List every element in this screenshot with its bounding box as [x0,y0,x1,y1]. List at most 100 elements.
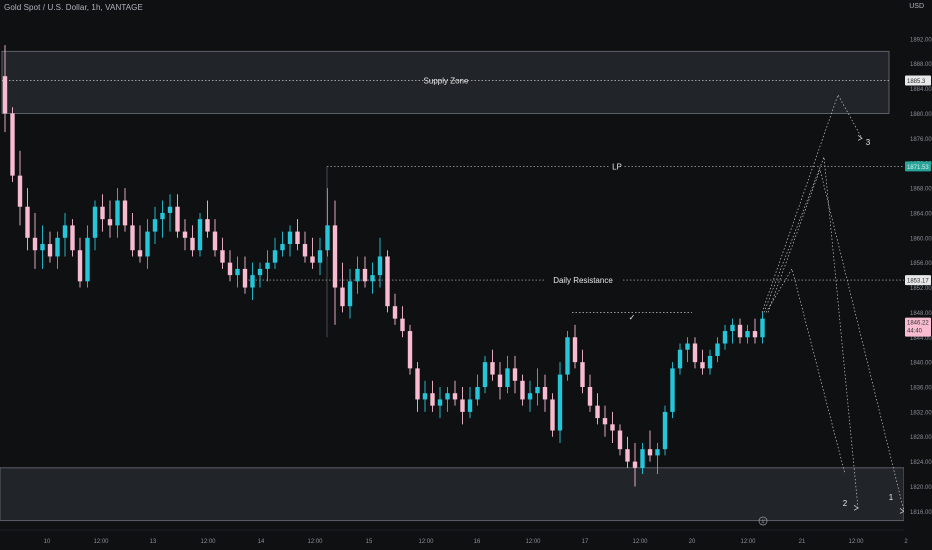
currency-label: USD [909,3,924,10]
candle-bear [175,206,180,232]
level-label: Daily Resistance [553,276,613,285]
level-label-bg [544,275,622,286]
candle-bull [250,275,255,288]
price-tick-label: 1864.00 [910,211,932,217]
candle-bear [550,399,555,431]
time-tick-label: 15 [366,539,373,545]
candle-bear [497,374,503,388]
candle-bull [317,250,323,263]
candle-bear [587,387,593,406]
supply-zone [1,50,890,114]
demand-zone [0,467,905,522]
candle-bear [572,337,578,363]
candle-bear [400,318,405,332]
candle-bear [70,225,75,251]
candle-bear [47,244,53,257]
price-tick-label: 1824.00 [910,460,932,466]
price-tick-label: 1820.00 [910,485,932,491]
lp-price-tag: 1871.53 [907,165,929,171]
annotation-label: ✓ [629,313,636,322]
time-tick-label: 20 [689,539,696,545]
candle-bull [730,324,735,332]
candle-bear [295,231,300,245]
candle-bull [370,275,375,282]
candle-bull [467,399,473,412]
candle-bull [287,231,293,245]
candle-bear [430,393,435,406]
candle-bear [227,262,233,276]
candle-bull [85,237,90,282]
candle-bull [557,374,563,431]
price-tick-label: 1868.00 [910,187,932,193]
candle-bull [152,219,158,232]
candle-bull [377,256,383,276]
candle-bear [2,76,8,114]
time-tick-label: 14 [258,539,265,545]
candle-bear [617,430,623,450]
candle-bull [355,268,360,282]
projection-arrowhead [853,504,859,511]
candle-bear [737,324,743,338]
lp-price-tag-bg [905,161,931,172]
annotation-label: 3 [866,138,871,147]
candle-bear [602,418,608,425]
time-tick-label: 10 [44,539,51,545]
price-tick-label: 1892.00 [910,37,932,43]
candle-bull [257,268,263,276]
price-tick-label: 1888.00 [910,62,932,68]
price-tick-label: 1860.00 [910,236,932,242]
price-tick-label: 1840.00 [910,361,932,367]
candle-bear [182,231,188,238]
candle-bull [272,250,278,263]
candle-bull [40,244,45,251]
candle-bear [107,219,113,226]
annotations-layer: 3 2 1 ✓ [629,138,894,508]
candle-bull [235,268,240,276]
price-tick-label: 1852.00 [910,286,932,292]
candle-bull [92,206,98,238]
candle-bear [10,113,15,176]
candle-bull [280,244,285,251]
candle-bull [535,387,540,394]
time-tick-label: 12:00 [525,539,541,545]
candle-bear [77,250,83,282]
candle-bull [62,225,68,238]
time-marker-icon [758,516,768,526]
price-axis[interactable]: 1816.00 1820.00 1824.00 1828.00 1832.00 1836.… [904,0,932,550]
supply-price-tag-bg [905,75,931,86]
candle-bear [610,424,615,431]
price-tick-label: 1884.00 [910,87,932,93]
candle-bear [362,268,368,282]
time-tick-label: 12:00 [93,539,109,545]
time-tick-label: 13 [150,539,157,545]
candle-bull [722,331,728,344]
candle-bear [452,393,458,400]
candle-bear [392,306,398,319]
candle-bear [302,244,308,257]
candle-bull [677,349,683,369]
candle-bear [692,343,698,363]
candle-bear [332,225,338,288]
annotation-label: 2 [843,499,848,508]
countdown-label: 44:40 [907,329,923,335]
current-price-tag-bg [905,317,931,337]
candle-bull [115,200,120,226]
time-tick-label: 12:00 [632,539,648,545]
candle-bull [445,393,450,400]
candle-bear [647,449,653,456]
candle-bull [715,343,720,356]
candle-bear [340,287,345,307]
candle-bull [505,368,510,388]
candle-bear [407,331,413,369]
resistance-price-tag-bg [905,275,931,286]
projection-arrowhead [857,135,863,141]
time-axis[interactable]: 10 12:00 13 12:00 14 12:00 15 12:00 16 12:00 17 12:… [0,516,908,545]
symbol-title: Gold Spot / U.S. Dollar, 1h, VANTAGE [4,3,143,12]
candle-bull [325,225,330,251]
time-tick-label: 12:00 [418,539,434,545]
candle-bear [460,399,465,412]
projection-path [765,267,846,475]
candle-bear [242,268,248,288]
candle-bull [160,212,165,220]
